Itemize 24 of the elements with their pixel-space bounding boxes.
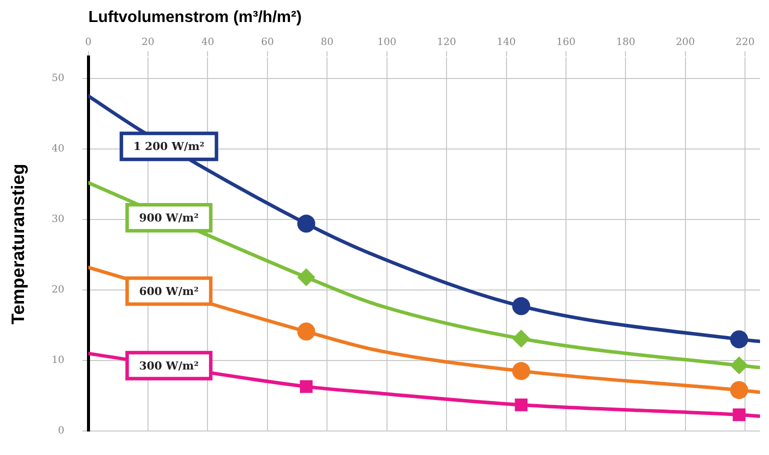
x-tick-label: 100	[377, 36, 396, 48]
x-tick-label: 60	[261, 36, 274, 48]
y-tick-label: 0	[58, 426, 64, 437]
x-tick-label: 180	[616, 36, 636, 48]
x-tick-label: 80	[320, 36, 334, 48]
x-tick-label: 40	[201, 36, 214, 48]
y-tick-label: 10	[52, 355, 64, 366]
y-tick-label: 20	[52, 284, 64, 296]
x-tick-label: 140	[496, 36, 516, 48]
x-tick-label: 120	[437, 36, 456, 48]
x-tick-label: 0	[85, 36, 92, 48]
x-tick-label: 160	[556, 36, 576, 48]
series-label: 900 W/m²	[139, 212, 199, 225]
y-tick-label: 30	[52, 214, 64, 226]
x-tick-label: 200	[676, 36, 695, 48]
series-label: 600 W/m²	[139, 284, 199, 298]
x-tick-label: 20	[142, 36, 154, 48]
x-axis-title: Luftvolumenstrom (m³/h/m²)	[88, 9, 302, 26]
series-label: 300 W/m²	[139, 360, 199, 373]
y-axis-title: Temperaturanstieg	[8, 164, 28, 324]
series-label: 1 200 W/m²	[133, 140, 205, 154]
y-tick-label: 40	[52, 143, 64, 154]
x-tick-label: 220	[736, 36, 755, 48]
y-tick-label: 50	[52, 72, 64, 84]
